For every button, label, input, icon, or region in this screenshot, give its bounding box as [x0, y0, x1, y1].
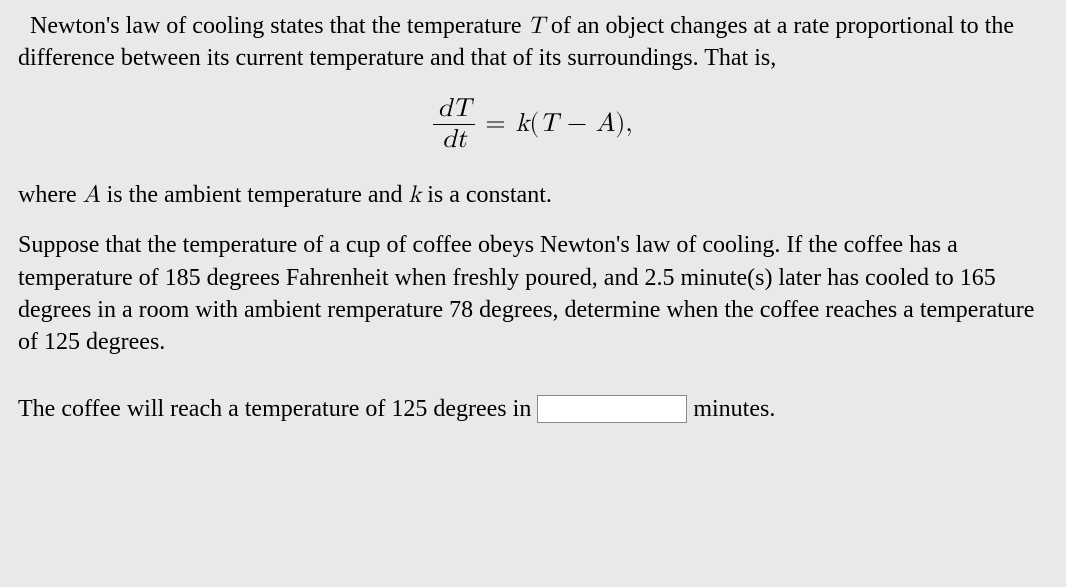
var-T: T [528, 14, 545, 38]
where-text-1: where [18, 182, 83, 208]
answer-prefix-temp: 125 [391, 396, 427, 422]
fraction-denominator: dt [438, 125, 471, 153]
equation-block: dT dt = k(T − A), [18, 93, 1048, 153]
answer-prefix-1: The coffee will reach a temperature of [18, 396, 391, 422]
cooling-equation: dT dt = k(T − A), [433, 96, 632, 153]
equals-sign: = [485, 107, 505, 142]
answer-line: The coffee will reach a temperature of 1… [18, 393, 1048, 425]
var-A: A [83, 183, 101, 207]
intro-text-1: Newton's law of cooling states that the … [30, 13, 528, 39]
initial-temp: 185 [165, 265, 201, 291]
problem-text-6: degrees. [80, 329, 165, 355]
rhs-minus: − [567, 111, 587, 137]
target-temp: 125 [44, 329, 80, 355]
elapsed-minutes: 2.5 [644, 265, 674, 291]
var-k: k [409, 183, 422, 207]
answer-input[interactable] [537, 395, 687, 423]
problem-text-3: minute(s) later has cooled to [674, 265, 959, 291]
problem-statement: Suppose that the temperature of a cup of… [18, 229, 1048, 359]
intro-paragraph: Newton's law of cooling states that the … [18, 10, 1048, 75]
rhs-close-paren: ), [615, 111, 632, 137]
where-clause: where A is the ambient temperature and k… [18, 179, 1048, 211]
rhs-open-paren: ( [529, 111, 539, 137]
problem-text-4: degrees in a room with ambient remperatu… [18, 297, 449, 323]
rhs-A: A [596, 111, 616, 137]
where-text-3: is a constant. [421, 182, 552, 208]
answer-prefix-2: degrees in [427, 396, 531, 422]
fraction-dTdt: dT dt [433, 96, 475, 153]
answer-prefix: The coffee will reach a temperature of 1… [18, 393, 531, 425]
problem-page: Newton's law of cooling states that the … [0, 0, 1066, 587]
cooled-temp: 165 [960, 265, 996, 291]
rhs-T: T [539, 111, 558, 137]
rhs-k: k [516, 111, 530, 137]
ambient-temp: 78 [449, 297, 473, 323]
fraction-numerator: dT [434, 96, 475, 124]
answer-suffix: minutes. [693, 393, 775, 425]
equation-rhs: k(T − A), [516, 107, 633, 142]
where-text-2: is the ambient temperature and [101, 182, 409, 208]
problem-text-2: degrees Fahrenheit when freshly poured, … [201, 265, 645, 291]
